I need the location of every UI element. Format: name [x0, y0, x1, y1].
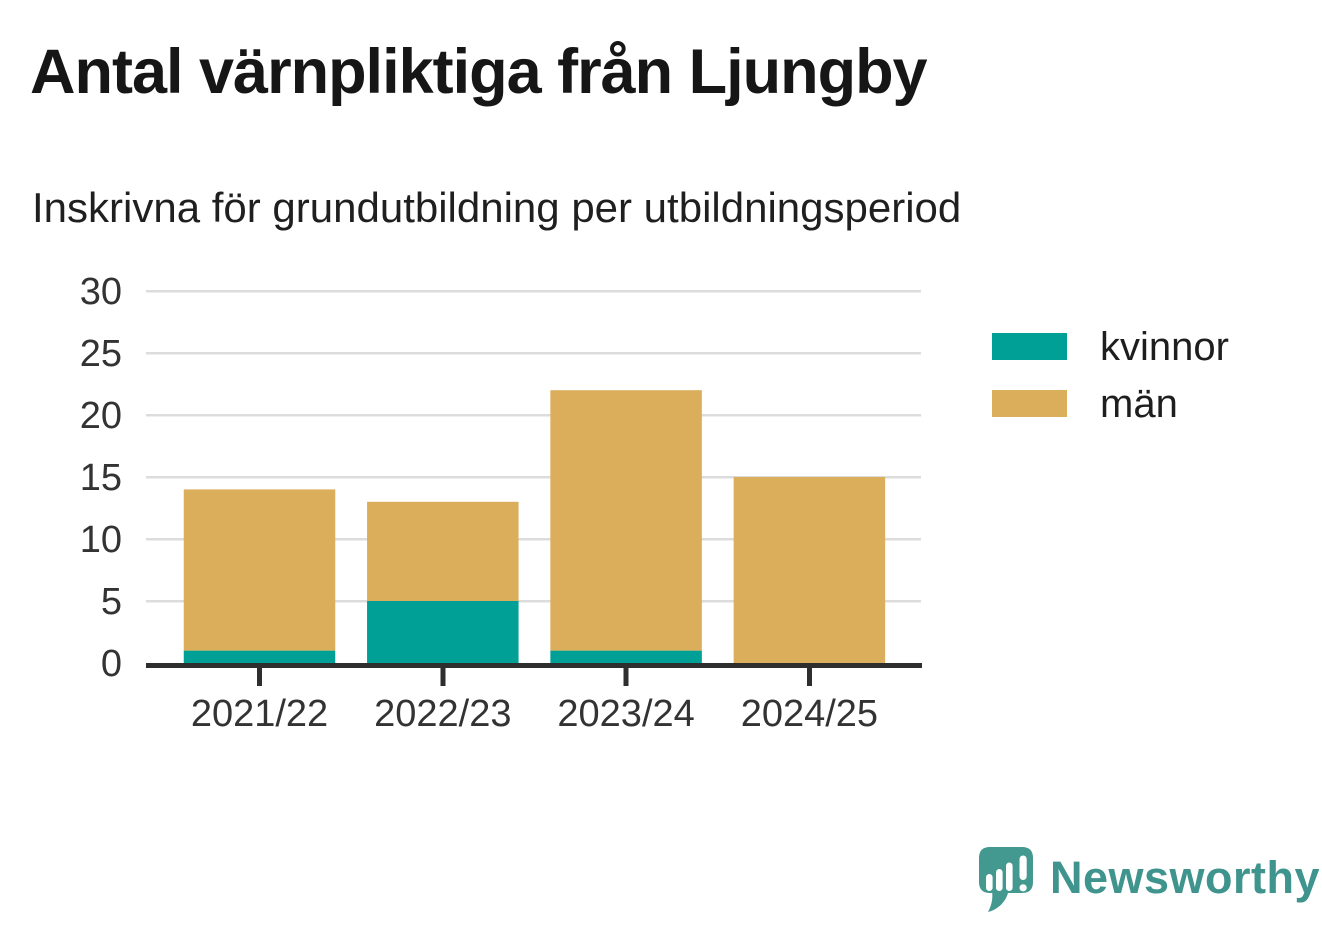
chart-subtitle: Inskrivna för grundutbildning per utbild…: [32, 184, 962, 231]
legend-swatch-man: [992, 390, 1067, 417]
y-axis-tick-label: 0: [101, 643, 122, 685]
y-axis-tick-label: 10: [80, 519, 122, 561]
y-axis-tick-label: 20: [80, 395, 122, 437]
y-axis-tick-label: 15: [80, 457, 122, 499]
x-axis-tick: [440, 668, 446, 686]
legend-swatch-kvinnor: [992, 333, 1067, 360]
x-axis-line: [146, 663, 922, 668]
bar-segment-män-2022/23: [367, 501, 519, 601]
y-axis-tick-label: 5: [101, 581, 122, 623]
x-axis-tick: [806, 668, 812, 686]
bar-segment-kvinnor-2022/23: [367, 601, 519, 663]
newsworthy-branding: Newsworthy: [978, 846, 1320, 914]
y-axis-tick-label: 30: [80, 271, 122, 313]
grid-line: [146, 352, 921, 355]
legend-label-kvinnor: kvinnor: [1100, 324, 1229, 369]
grid-line: [146, 414, 921, 417]
bar-segment-kvinnor-2023/24: [550, 650, 702, 663]
newsworthy-wordmark: Newsworthy: [1050, 851, 1321, 903]
grid-line: [146, 600, 921, 603]
bar-segment-män-2023/24: [550, 390, 702, 651]
chart-title: Antal värnpliktiga från Ljungby: [30, 37, 928, 107]
x-axis-tick-label: 2021/22: [191, 693, 328, 735]
legend-item-man: män: [992, 384, 1229, 424]
x-axis-tick: [257, 668, 262, 686]
bar-segment-män-2021/22: [183, 489, 336, 651]
grid-line: [146, 290, 921, 293]
legend-label-man: män: [1100, 381, 1178, 426]
x-axis-tick-label: 2023/24: [557, 693, 694, 735]
x-axis-tick-label: 2022/23: [374, 693, 511, 735]
grid-line: [146, 476, 921, 479]
grid-line: [146, 538, 921, 541]
x-axis-tick: [623, 668, 629, 686]
chart-legend: kvinnor män: [992, 327, 1229, 447]
newsworthy-logo-icon: [979, 847, 1033, 912]
x-axis-tick-label: 2024/25: [741, 693, 878, 735]
bar-segment-kvinnor-2021/22: [183, 650, 336, 663]
y-axis-tick-label: 25: [80, 333, 122, 375]
bar-segment-män-2024/25: [733, 477, 886, 663]
legend-item-kvinnor: kvinnor: [992, 327, 1229, 367]
